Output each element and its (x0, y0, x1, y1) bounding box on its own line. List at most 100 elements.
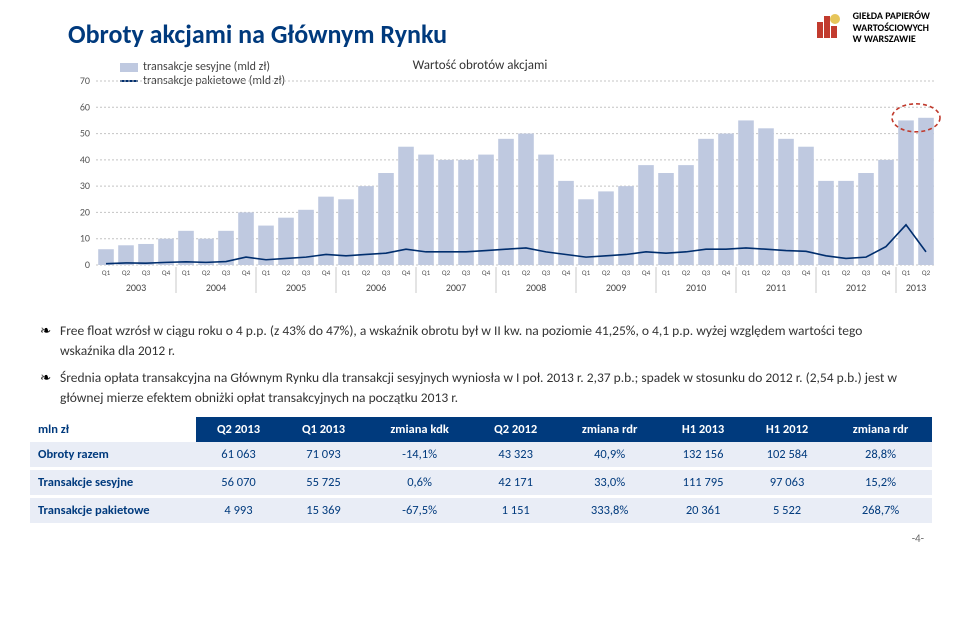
svg-text:60: 60 (80, 100, 90, 113)
svg-text:Q4: Q4 (802, 268, 811, 277)
svg-text:Q4: Q4 (562, 268, 571, 277)
svg-text:Q2: Q2 (362, 268, 371, 277)
table-cell: 132 156 (661, 442, 745, 469)
bullet-icon: ❧ (40, 321, 52, 360)
svg-text:Q3: Q3 (382, 268, 391, 277)
logo-line-3: W WARSZAWIE (853, 33, 930, 45)
svg-text:Q3: Q3 (302, 268, 311, 277)
svg-text:Q1: Q1 (822, 268, 831, 277)
svg-text:Q3: Q3 (782, 268, 791, 277)
table-cell: 42 171 (473, 469, 558, 497)
table-cell: 33,0% (558, 469, 661, 497)
table-cell: 0,6% (366, 469, 473, 497)
table-cell: 40,9% (558, 442, 661, 469)
table-row-header: Transakcje sesyjne (30, 469, 196, 497)
turnover-chart: 010203040506070Q1Q2Q3Q4Q1Q2Q3Q4Q1Q2Q3Q4Q… (74, 77, 944, 307)
svg-text:50: 50 (80, 127, 90, 140)
bullet-text: Free float wzrósł w ciągu roku o 4 p.p. … (60, 321, 920, 360)
table-row-header: Transakcje pakietowe (30, 497, 196, 525)
svg-text:Q4: Q4 (402, 268, 411, 277)
svg-text:Q3: Q3 (542, 268, 551, 277)
svg-text:Q4: Q4 (162, 268, 171, 277)
svg-text:2004: 2004 (206, 281, 226, 294)
table-col-header: H1 2013 (661, 417, 745, 442)
svg-text:Q1: Q1 (342, 268, 351, 277)
table-cell: 56 070 (196, 469, 281, 497)
table-col-header: zmiana kdk (366, 417, 473, 442)
svg-text:2007: 2007 (446, 281, 466, 294)
table-cell: 102 584 (745, 442, 829, 469)
gpw-logo-mark (811, 10, 845, 44)
data-table: mln złQ2 2013Q1 2013zmiana kdkQ2 2012zmi… (30, 417, 932, 526)
table-cell: 15,2% (829, 469, 932, 497)
svg-text:Q3: Q3 (222, 268, 231, 277)
swatch-bar-icon (120, 63, 138, 72)
table-cell: 15 369 (281, 497, 366, 525)
table-col-header: Q2 2013 (196, 417, 281, 442)
logo-line-1: GIEŁDA PAPIERÓW (853, 10, 930, 22)
svg-text:10: 10 (80, 232, 90, 245)
svg-text:2010: 2010 (686, 281, 706, 294)
svg-text:2006: 2006 (366, 281, 386, 294)
table-cell: 268,7% (829, 497, 932, 525)
table-cell: -67,5% (366, 497, 473, 525)
table-cell: 333,8% (558, 497, 661, 525)
legend-bar-label: transakcje sesyjne (mld zł) (143, 60, 270, 74)
table-cell: 55 725 (281, 469, 366, 497)
table-cell: 43 323 (473, 442, 558, 469)
table-cell: 61 063 (196, 442, 281, 469)
table-row-header: Obroty razem (30, 442, 196, 469)
table-cell: 111 795 (661, 469, 745, 497)
svg-text:Q2: Q2 (922, 268, 931, 277)
svg-text:Q2: Q2 (522, 268, 531, 277)
svg-text:Q2: Q2 (282, 268, 291, 277)
svg-text:Q1: Q1 (262, 268, 271, 277)
gpw-logo: GIEŁDA PAPIERÓW WARTOŚCIOWYCH W WARSZAWI… (811, 10, 930, 45)
bullet-icon: ❧ (40, 368, 52, 407)
table-cell: 28,8% (829, 442, 932, 469)
svg-text:Q4: Q4 (722, 268, 731, 277)
svg-text:Q1: Q1 (662, 268, 671, 277)
legend-item-bar: transakcje sesyjne (mld zł) (120, 60, 285, 74)
table-col-header: H1 2012 (745, 417, 829, 442)
svg-text:Q2: Q2 (602, 268, 611, 277)
svg-text:Q3: Q3 (142, 268, 151, 277)
svg-text:Q3: Q3 (862, 268, 871, 277)
svg-text:2013: 2013 (906, 281, 926, 294)
svg-text:70: 70 (80, 77, 90, 87)
svg-text:Q3: Q3 (702, 268, 711, 277)
svg-text:Q3: Q3 (622, 268, 631, 277)
table-col-header: Q2 2012 (473, 417, 558, 442)
svg-text:Q2: Q2 (442, 268, 451, 277)
table-cell: 5 522 (745, 497, 829, 525)
svg-text:Q2: Q2 (682, 268, 691, 277)
svg-text:Q1: Q1 (182, 268, 191, 277)
svg-text:2009: 2009 (606, 281, 626, 294)
svg-text:Q4: Q4 (642, 268, 651, 277)
svg-text:Q2: Q2 (122, 268, 131, 277)
svg-text:30: 30 (80, 179, 90, 192)
svg-text:2005: 2005 (286, 281, 306, 294)
table-row: Obroty razem61 06371 093-14,1%43 32340,9… (30, 442, 932, 469)
svg-text:2011: 2011 (766, 281, 786, 294)
svg-text:Q4: Q4 (882, 268, 891, 277)
svg-text:Q1: Q1 (742, 268, 751, 277)
table-col-header: Q1 2013 (281, 417, 366, 442)
svg-text:40: 40 (80, 153, 90, 166)
svg-text:Q2: Q2 (762, 268, 771, 277)
svg-text:2008: 2008 (526, 281, 546, 294)
svg-text:2012: 2012 (846, 281, 866, 294)
table-col-header: zmiana rdr (558, 417, 661, 442)
svg-text:Q1: Q1 (502, 268, 511, 277)
svg-text:Q4: Q4 (322, 268, 331, 277)
svg-text:0: 0 (85, 258, 90, 271)
bullet-item: ❧Free float wzrósł w ciągu roku o 4 p.p.… (40, 321, 920, 360)
table-col-header: zmiana rdr (829, 417, 932, 442)
gpw-logo-text: GIEŁDA PAPIERÓW WARTOŚCIOWYCH W WARSZAWI… (853, 10, 930, 45)
table-cell: -14,1% (366, 442, 473, 469)
table-row: Transakcje pakietowe4 99315 369-67,5%1 1… (30, 497, 932, 525)
bullet-list: ❧Free float wzrósł w ciągu roku o 4 p.p.… (40, 321, 920, 407)
svg-text:Q1: Q1 (902, 268, 911, 277)
svg-text:Q4: Q4 (482, 268, 491, 277)
svg-text:Q1: Q1 (422, 268, 431, 277)
